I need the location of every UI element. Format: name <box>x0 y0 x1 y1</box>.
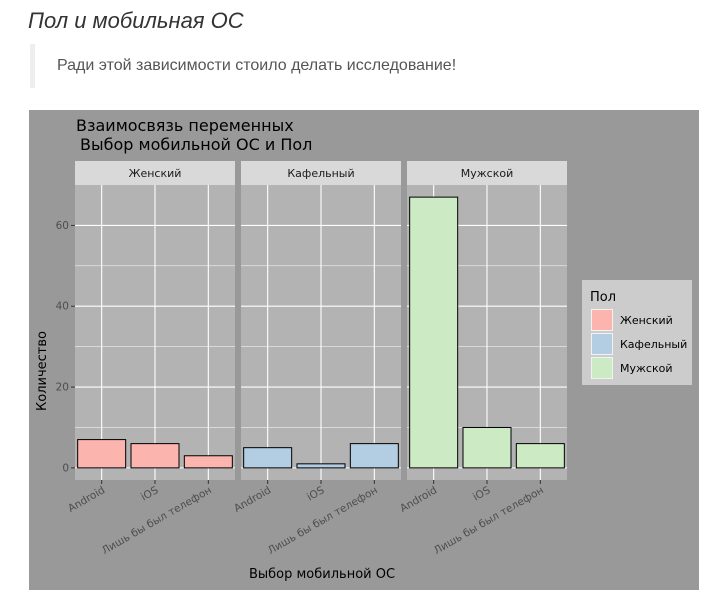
facet-strip <box>75 161 235 185</box>
y-tick-label: 40 <box>56 301 69 313</box>
facet-strip <box>407 161 567 185</box>
x-axis-label: Выбор мобильной ОС <box>249 567 395 582</box>
quote-text: Ради этой зависимости стоило делать иссл… <box>57 57 457 74</box>
bar-3-2 <box>462 426 512 469</box>
bar-3-3 <box>515 443 565 469</box>
legend-label: Мужской <box>620 362 672 375</box>
y-tick-label: 20 <box>56 382 69 394</box>
bar-1-1 <box>77 439 127 469</box>
bar-1-2 <box>130 443 180 469</box>
bar-1-3 <box>183 455 233 469</box>
legend-label: Женский <box>620 314 673 327</box>
chart-container: Взаимосвязь переменных Выбор мобильной О… <box>29 110 699 590</box>
chart-svg: Взаимосвязь переменных Выбор мобильной О… <box>29 110 699 590</box>
legend-key <box>592 310 612 330</box>
legend-key <box>592 334 612 354</box>
legend-label: Кафельный <box>620 338 687 351</box>
legend: Пол Женский Кафельный Мужской <box>582 280 692 385</box>
legend-key <box>592 358 612 378</box>
blockquote: Ради этой зависимости стоило делать иссл… <box>30 44 698 88</box>
facet-strip-label: Мужской <box>461 167 513 180</box>
y-tick-label: 0 <box>62 462 69 474</box>
facet-strip-label: Кафельный <box>287 167 354 180</box>
page-heading: Пол и мобильная ОС <box>28 8 244 33</box>
bar-2-3 <box>349 443 399 469</box>
legend-title: Пол <box>590 290 616 305</box>
y-axis-label: Количество <box>35 331 50 411</box>
chart-title-line1: Взаимосвязь переменных <box>76 116 294 135</box>
facet-strip <box>241 161 401 185</box>
chart-title-line2: Выбор мобильной ОС и Пол <box>80 135 312 154</box>
bar-2-2 <box>296 463 346 469</box>
y-tick-label: 60 <box>56 220 69 232</box>
bar-2-1 <box>243 447 293 469</box>
bar-3-1 <box>409 196 459 469</box>
facet-strip-label: Женский <box>129 167 182 180</box>
